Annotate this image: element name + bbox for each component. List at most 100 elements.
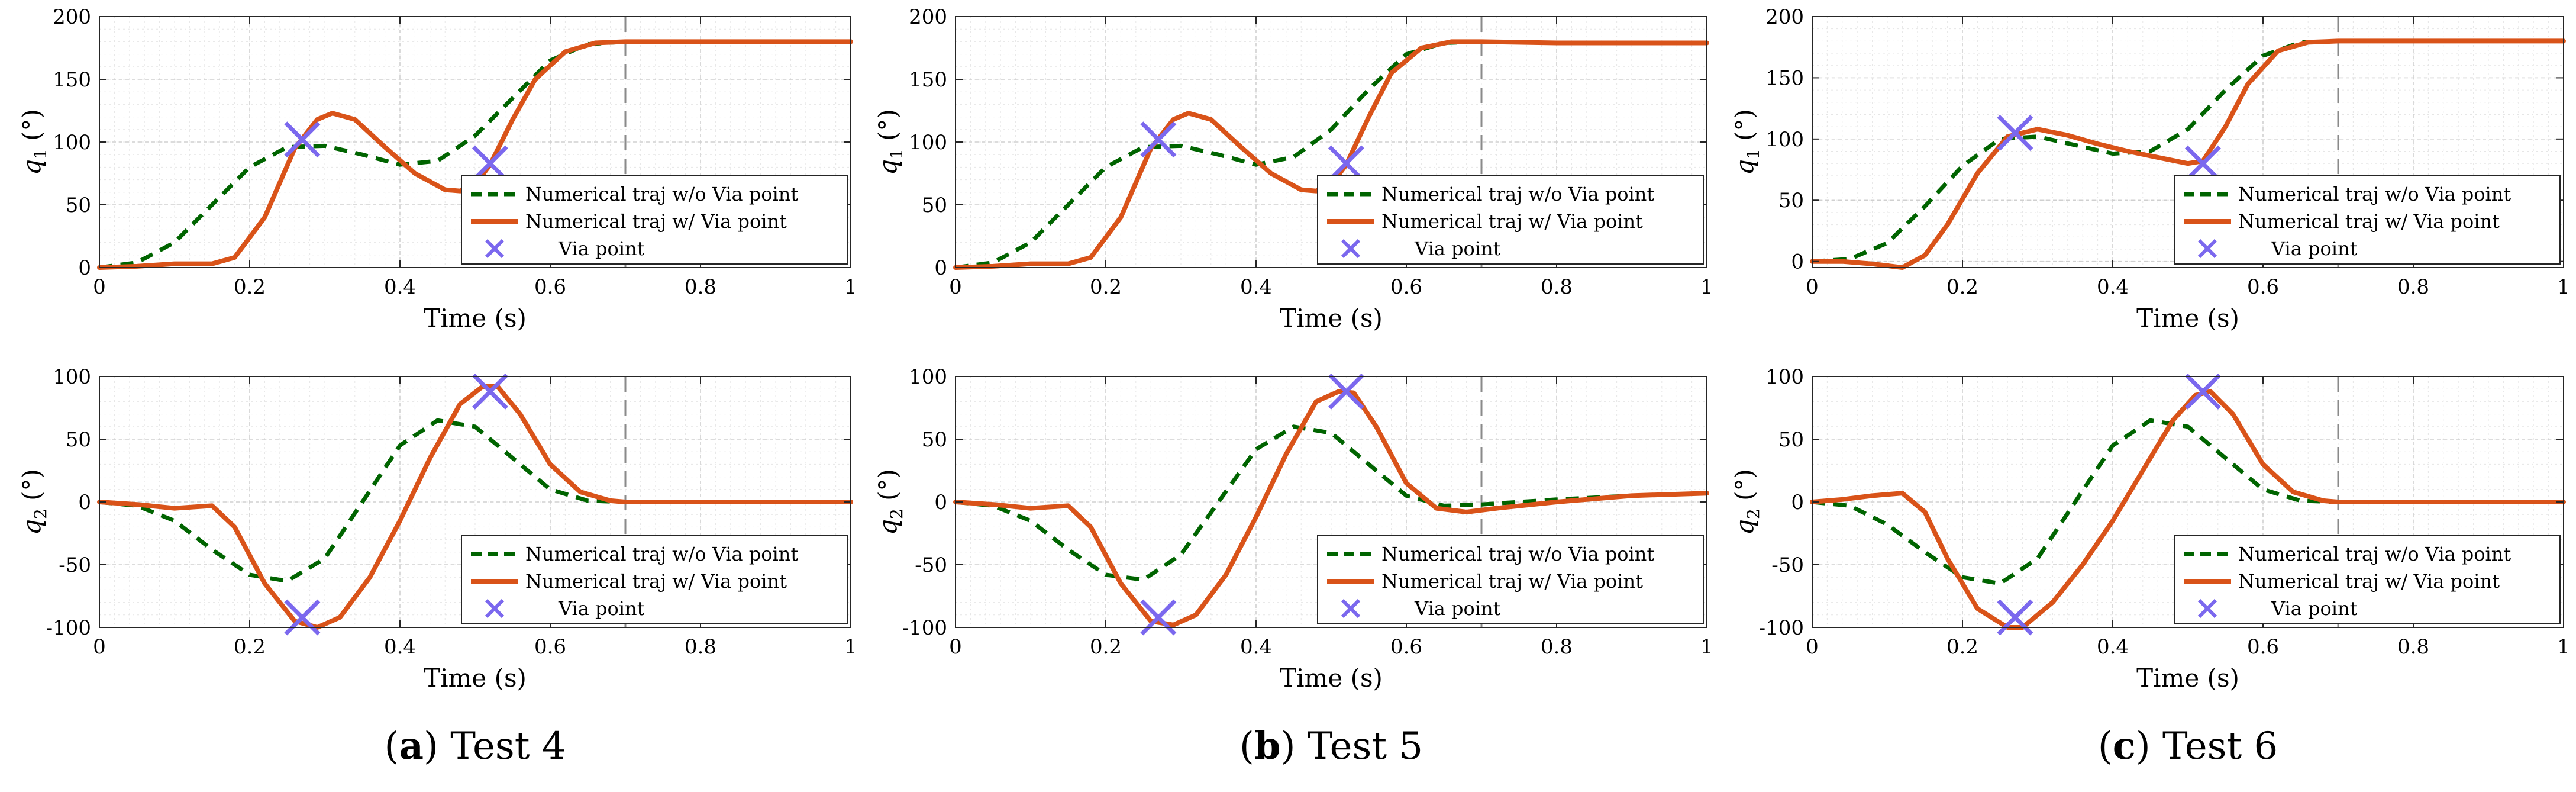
caption-letter: a: [399, 724, 423, 768]
x-tick-label: 0.2: [1090, 635, 1122, 659]
legend-box: [1317, 535, 1704, 624]
legend-box: [1317, 175, 1704, 265]
x-tick-label: 0.4: [2097, 635, 2129, 659]
y-tick-label: 0: [78, 491, 91, 514]
x-tick-label: 0: [1806, 275, 1819, 299]
x-tick-label: 1: [1700, 275, 1713, 299]
y-tick-label: 100: [909, 131, 947, 154]
legend-label: Numerical traj w/ Via point: [1381, 210, 1643, 233]
legend-via-icon: [2197, 239, 2217, 259]
y-axis-label-symbol: q: [17, 159, 46, 175]
y-axis-label-symbol: q: [17, 519, 46, 535]
x-tick-label: 0.6: [534, 275, 566, 299]
y-tick-label: -50: [1771, 553, 1804, 577]
y-tick-label: 0: [934, 256, 947, 280]
y-tick-label: -50: [915, 553, 947, 577]
y-tick-label: 150: [909, 68, 947, 92]
y-axis-label-unit: (°): [1730, 469, 1759, 508]
caption-paren-close: ): [424, 725, 450, 768]
y-tick-label: -100: [902, 616, 947, 640]
via-point-marker: [284, 599, 321, 636]
series-line-with-via: [1810, 389, 2566, 630]
legend-label: Numerical traj w/ Via point: [1381, 570, 1643, 593]
legend-box: [2174, 535, 2561, 624]
x-axis-label: Time (s): [424, 664, 527, 693]
via-point-marker: [472, 145, 508, 182]
y-axis-label-symbol: q: [873, 159, 902, 175]
y-axis-label-subscript: 1: [887, 149, 906, 159]
x-tick-label: 0.6: [2247, 635, 2279, 659]
y-tick-label: -100: [1759, 616, 1804, 640]
y-tick-label: 200: [53, 5, 91, 29]
legend: Numerical traj w/o Via point Numerical tr…: [461, 535, 848, 624]
x-tick-label: 1: [2557, 635, 2570, 659]
x-axis-label: Time (s): [424, 304, 527, 333]
x-tick-label: 0.2: [234, 275, 266, 299]
legend: Numerical traj w/o Via point Numerical tr…: [2174, 535, 2561, 624]
series-line-with-via: [97, 384, 853, 630]
legend-label: Via point: [558, 597, 645, 620]
x-axis-label: Time (s): [1280, 304, 1383, 333]
legend-label: Via point: [1414, 597, 1501, 620]
series-line-with-via: [953, 389, 1709, 627]
y-tick-label: 100: [1765, 365, 1804, 389]
y-axis-label: q2 (°): [17, 469, 50, 535]
caption-paren-open: (: [385, 725, 399, 768]
legend-label: Via point: [2271, 237, 2358, 260]
x-tick-label: 0.8: [2397, 635, 2429, 659]
via-point-marker: [1328, 145, 1364, 182]
y-axis-label: q1 (°): [1730, 109, 1763, 175]
x-tick-label: 0: [949, 275, 962, 299]
y-tick-label: 0: [1791, 491, 1804, 514]
series-line-with-via: [1810, 38, 2566, 270]
y-axis-label-subscript: 2: [1744, 508, 1763, 519]
legend-label: Via point: [1414, 237, 1501, 260]
x-tick-label: 0: [1806, 635, 1819, 659]
via-point-marker: [1328, 373, 1364, 410]
legend-label: Numerical traj w/o Via point: [525, 543, 798, 565]
y-tick-label: 50: [66, 194, 91, 217]
caption-paren-open: (: [2098, 725, 2113, 768]
y-tick-label: 50: [922, 194, 947, 217]
y-axis-label-unit: (°): [17, 469, 46, 508]
legend-label: Numerical traj w/ Via point: [525, 570, 787, 593]
caption-paren-close: ): [1281, 725, 1308, 768]
x-tick-label: 0: [949, 635, 962, 659]
legend-via-icon: [485, 239, 505, 259]
x-axis-label: Time (s): [2136, 664, 2239, 693]
x-axis-label: Time (s): [2136, 304, 2239, 333]
y-tick-label: 100: [53, 365, 91, 389]
legend-label: Numerical traj w/o Via point: [1381, 183, 1654, 205]
y-tick-label: 200: [1765, 5, 1804, 29]
axes-frame: [1812, 16, 2564, 268]
x-tick-label: 0.8: [1541, 275, 1573, 299]
series-line-no-via: [955, 424, 1707, 582]
y-tick-label: 50: [922, 428, 947, 452]
y-tick-label: 50: [66, 428, 91, 452]
series-line-with-via: [953, 39, 1709, 270]
legend-box: [2174, 175, 2561, 265]
via-point-marker: [1140, 599, 1177, 636]
legend-label: Numerical traj w/ Via point: [2238, 210, 2500, 233]
legend-label: Numerical traj w/ Via point: [2238, 570, 2500, 593]
y-tick-label: 100: [53, 131, 91, 154]
y-tick-label: 100: [1765, 128, 1804, 152]
y-axis-label: q2 (°): [873, 469, 906, 535]
y-axis-label-symbol: q: [1730, 159, 1759, 175]
legend-label: Numerical traj w/o Via point: [2238, 543, 2511, 565]
legend-via-icon: [1341, 598, 1361, 619]
legend-via-icon: [1341, 239, 1361, 259]
y-tick-label: 200: [909, 5, 947, 29]
y-axis-label-subscript: 1: [1744, 149, 1763, 159]
via-point-marker: [472, 373, 508, 410]
x-tick-label: 0.2: [1946, 275, 1978, 299]
legend-label: Numerical traj w/o Via point: [2238, 183, 2511, 205]
legend-label: Numerical traj w/ Via point: [525, 210, 787, 233]
y-axis-label-unit: (°): [17, 109, 46, 149]
x-tick-label: 0.4: [2097, 275, 2129, 299]
figure-caption: (b) Test 5: [1239, 724, 1423, 768]
